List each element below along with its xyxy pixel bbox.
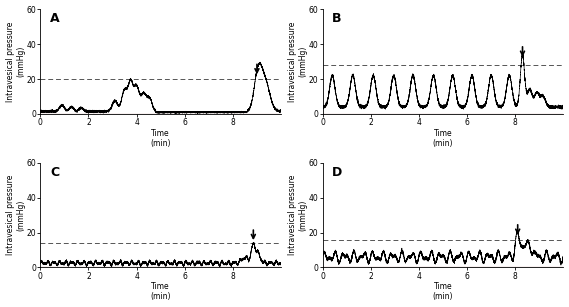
Text: D: D <box>332 166 343 179</box>
Text: C: C <box>50 166 59 179</box>
Y-axis label: Intravesical pressure
(mmHg): Intravesical pressure (mmHg) <box>6 21 25 102</box>
X-axis label: Time
(min): Time (min) <box>150 129 171 148</box>
X-axis label: Time
(min): Time (min) <box>433 282 453 301</box>
Y-axis label: Intravesical pressure
(mmHg): Intravesical pressure (mmHg) <box>288 21 307 102</box>
Y-axis label: Intravesical pressure
(mmHg): Intravesical pressure (mmHg) <box>6 175 25 255</box>
Y-axis label: Intravesical pressure
(mmHg): Intravesical pressure (mmHg) <box>288 175 307 255</box>
X-axis label: Time
(min): Time (min) <box>433 129 453 148</box>
X-axis label: Time
(min): Time (min) <box>150 282 171 301</box>
Text: B: B <box>332 12 342 25</box>
Text: A: A <box>50 12 60 25</box>
